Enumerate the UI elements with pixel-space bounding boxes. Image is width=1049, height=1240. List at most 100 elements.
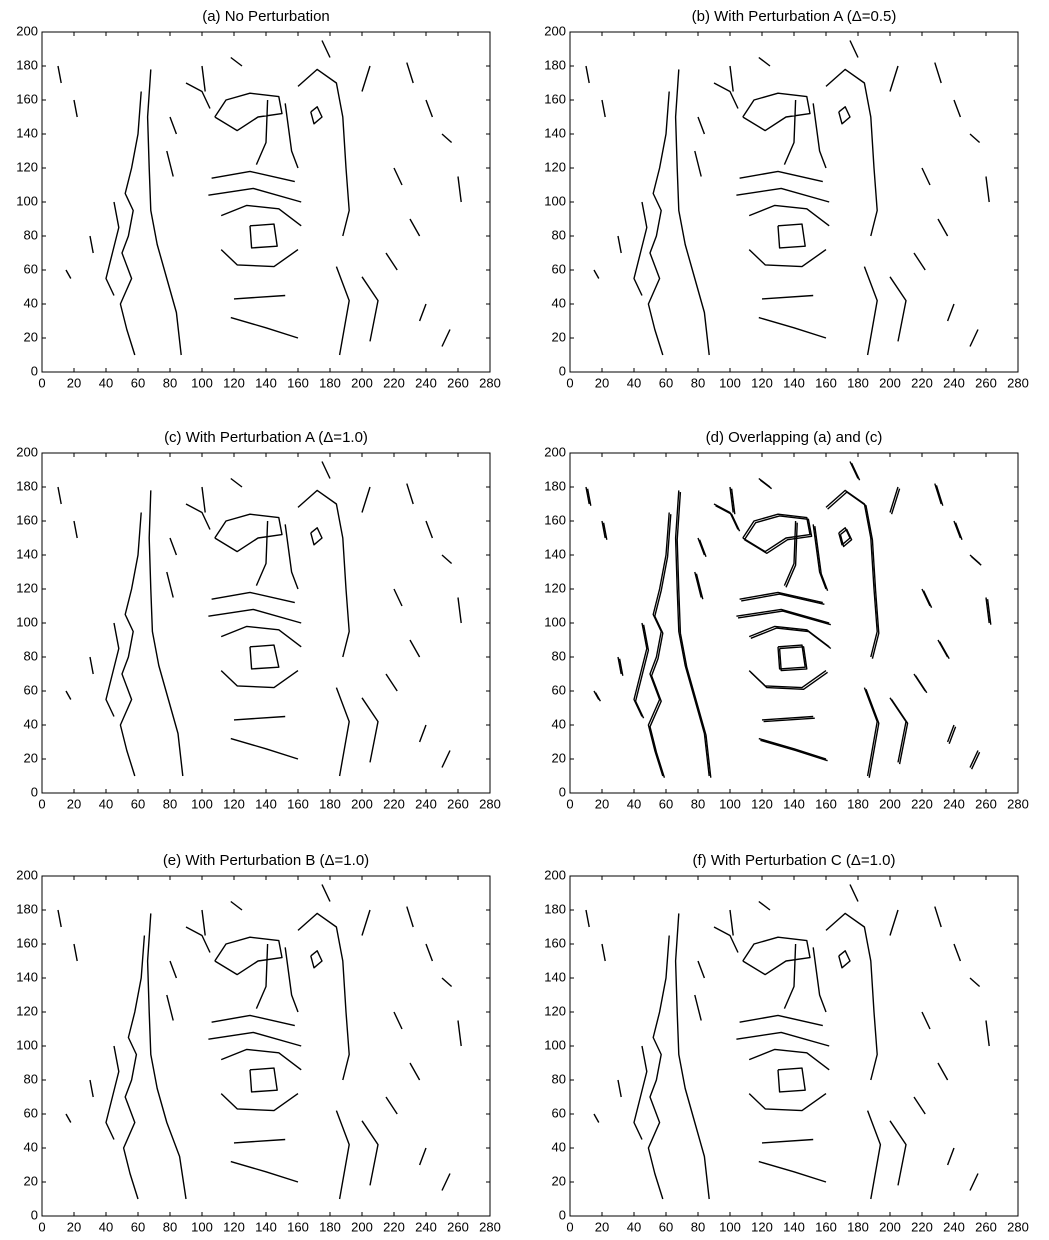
x-tick-label: 140 — [255, 1219, 277, 1234]
x-tick-label: 200 — [879, 796, 901, 811]
y-tick-label: 140 — [16, 969, 38, 984]
x-tick-label: 100 — [719, 375, 741, 390]
x-tick-label: 220 — [911, 1219, 933, 1234]
y-tick-label: 140 — [16, 125, 38, 140]
edge-curve — [586, 885, 989, 1200]
x-tick-label: 100 — [191, 796, 213, 811]
x-tick-label: 40 — [627, 375, 641, 390]
y-tick-label: 180 — [544, 57, 566, 72]
y-tick-label: 180 — [16, 57, 38, 72]
y-tick-label: 40 — [24, 295, 38, 310]
x-tick-label: 180 — [847, 1219, 869, 1234]
panel-title: (d) Overlapping (a) and (c) — [706, 429, 883, 446]
x-tick-label: 260 — [975, 1219, 997, 1234]
plot-frame — [570, 453, 1018, 793]
y-tick-label: 40 — [552, 1139, 566, 1154]
x-tick-label: 60 — [659, 796, 673, 811]
x-tick-label: 220 — [383, 375, 405, 390]
y-tick-label: 60 — [552, 261, 566, 276]
y-tick-label: 200 — [16, 444, 38, 459]
x-tick-label: 180 — [847, 796, 869, 811]
x-tick-label: 20 — [595, 796, 609, 811]
x-tick-label: 80 — [691, 796, 705, 811]
x-tick-label: 60 — [131, 796, 145, 811]
x-tick-label: 240 — [943, 796, 965, 811]
y-tick-label: 100 — [16, 614, 38, 629]
edge-curve — [58, 41, 461, 356]
x-tick-label: 160 — [815, 796, 837, 811]
x-tick-label: 100 — [719, 1219, 741, 1234]
x-tick-label: 100 — [191, 1219, 213, 1234]
x-tick-label: 180 — [847, 375, 869, 390]
x-tick-label: 80 — [163, 1219, 177, 1234]
x-tick-label: 200 — [351, 375, 373, 390]
y-tick-label: 80 — [24, 1071, 38, 1086]
x-tick-label: 140 — [783, 796, 805, 811]
x-tick-label: 160 — [815, 375, 837, 390]
x-tick-label: 180 — [319, 375, 341, 390]
x-tick-label: 280 — [479, 375, 501, 390]
x-tick-label: 120 — [223, 796, 245, 811]
y-tick-label: 0 — [31, 363, 38, 378]
x-tick-label: 260 — [447, 375, 469, 390]
y-tick-label: 0 — [31, 784, 38, 799]
x-tick-label: 140 — [783, 375, 805, 390]
y-tick-label: 40 — [552, 295, 566, 310]
x-tick-label: 260 — [975, 375, 997, 390]
x-tick-label: 0 — [566, 375, 573, 390]
x-tick-label: 40 — [99, 1219, 113, 1234]
plot-frame — [42, 876, 490, 1216]
edge-curve — [586, 41, 989, 356]
x-tick-label: 280 — [1007, 1219, 1029, 1234]
x-tick-label: 60 — [659, 1219, 673, 1234]
y-tick-label: 140 — [16, 546, 38, 561]
y-tick-label: 80 — [552, 648, 566, 663]
plot-frame — [42, 453, 490, 793]
y-tick-label: 60 — [24, 261, 38, 276]
edge-curve — [588, 463, 991, 778]
y-tick-label: 80 — [24, 648, 38, 663]
x-tick-label: 20 — [595, 375, 609, 390]
x-tick-label: 40 — [627, 1219, 641, 1234]
x-tick-label: 200 — [351, 1219, 373, 1234]
x-tick-label: 20 — [67, 1219, 81, 1234]
x-tick-label: 200 — [351, 796, 373, 811]
plot-frame — [570, 876, 1018, 1216]
y-tick-label: 200 — [544, 23, 566, 38]
x-tick-label: 240 — [415, 375, 437, 390]
plot-frame — [570, 32, 1018, 372]
x-tick-label: 280 — [479, 796, 501, 811]
x-tick-label: 20 — [595, 1219, 609, 1234]
x-tick-label: 40 — [99, 796, 113, 811]
x-tick-label: 220 — [383, 1219, 405, 1234]
y-tick-label: 120 — [16, 159, 38, 174]
y-tick-label: 60 — [552, 1105, 566, 1120]
x-tick-label: 0 — [566, 1219, 573, 1234]
y-tick-label: 120 — [544, 580, 566, 595]
x-tick-label: 220 — [911, 375, 933, 390]
y-tick-label: 100 — [544, 1037, 566, 1052]
x-tick-label: 0 — [38, 375, 45, 390]
x-tick-label: 0 — [38, 796, 45, 811]
y-tick-label: 60 — [24, 1105, 38, 1120]
y-tick-label: 60 — [552, 682, 566, 697]
x-tick-label: 160 — [287, 1219, 309, 1234]
x-tick-label: 60 — [131, 375, 145, 390]
x-tick-label: 160 — [287, 375, 309, 390]
y-tick-label: 160 — [544, 935, 566, 950]
y-tick-label: 140 — [544, 546, 566, 561]
y-tick-label: 0 — [559, 784, 566, 799]
x-tick-label: 120 — [223, 1219, 245, 1234]
x-tick-label: 0 — [566, 796, 573, 811]
y-tick-label: 40 — [552, 716, 566, 731]
x-tick-label: 60 — [659, 375, 673, 390]
x-tick-label: 120 — [751, 1219, 773, 1234]
y-tick-label: 180 — [544, 901, 566, 916]
x-tick-label: 80 — [691, 1219, 705, 1234]
x-tick-label: 120 — [223, 375, 245, 390]
y-tick-label: 120 — [544, 1003, 566, 1018]
panel-title: (e) With Perturbation B (Δ=1.0) — [163, 852, 369, 869]
y-tick-label: 120 — [16, 1003, 38, 1018]
figure: (a) No Perturbation020406080100120140160… — [0, 0, 1049, 1240]
panel-title: (c) With Perturbation A (Δ=1.0) — [164, 429, 368, 446]
